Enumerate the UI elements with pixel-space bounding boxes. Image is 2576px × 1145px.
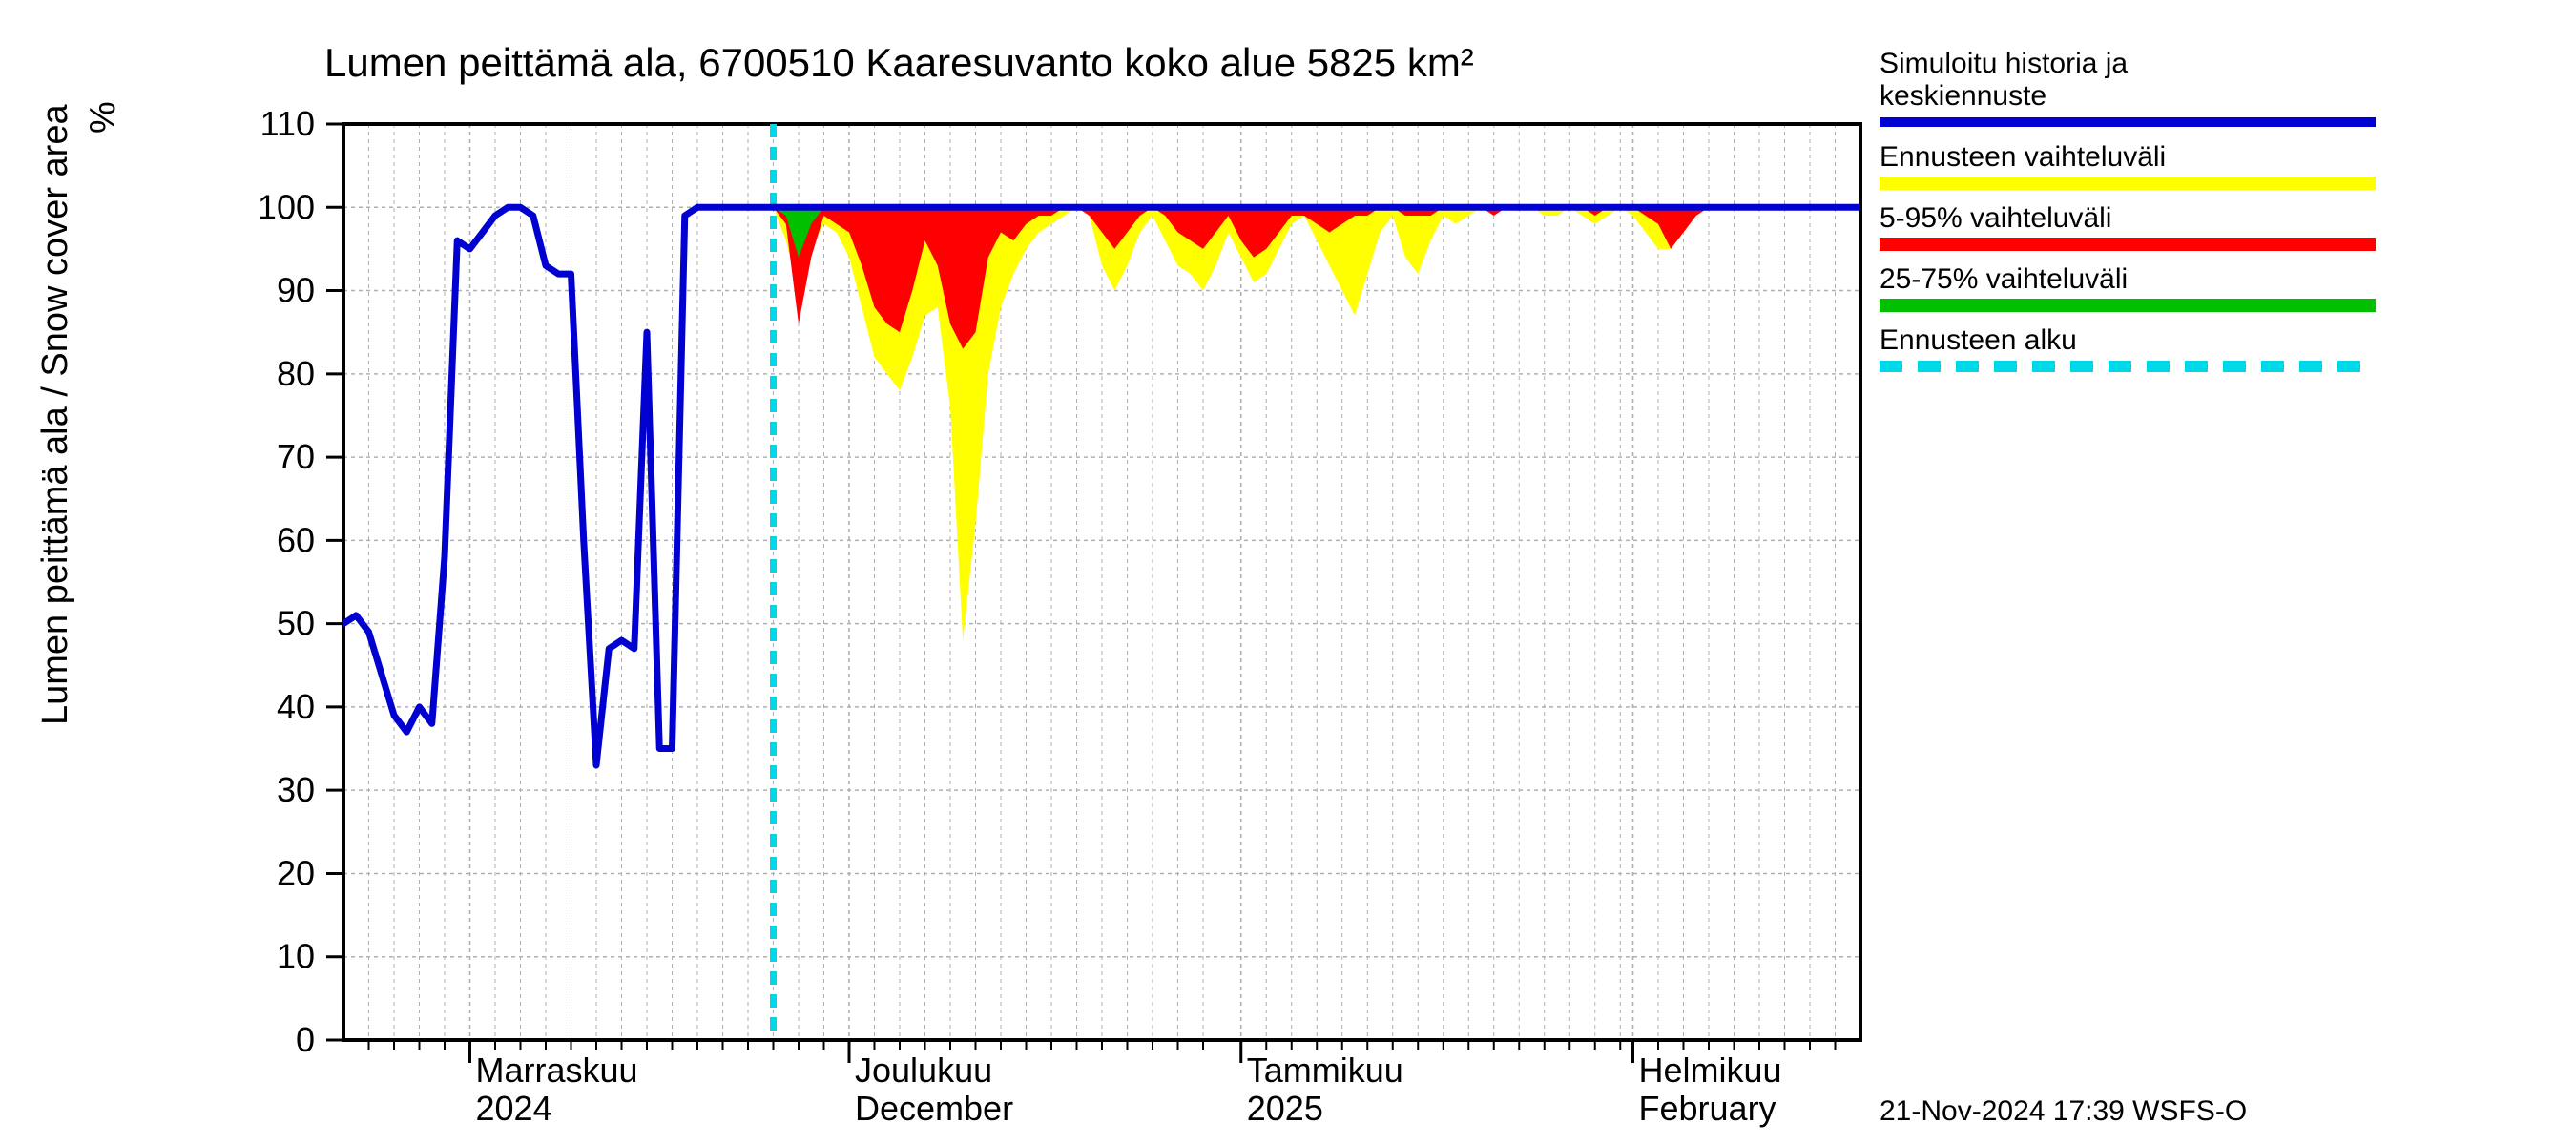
x-month-label-top: Joulukuu — [855, 1051, 992, 1090]
ytick-label: 30 — [277, 770, 315, 809]
ytick-label: 0 — [296, 1020, 315, 1059]
y-axis-label: Lumen peittämä ala / Snow cover area — [35, 104, 75, 725]
legend-swatch-bar — [1880, 177, 2376, 190]
ytick-label: 10 — [277, 937, 315, 976]
x-month-label-bot: 2025 — [1247, 1089, 1323, 1128]
x-month-label-top: Helmikuu — [1639, 1051, 1782, 1090]
legend-swatch-bar — [1880, 299, 2376, 312]
legend-label: Ennusteen vaihteluväli — [1880, 141, 2166, 173]
ytick-label: 40 — [277, 687, 315, 726]
x-month-label-top: Marraskuu — [476, 1051, 638, 1090]
ytick-label: 110 — [260, 104, 315, 143]
footer-timestamp: 21-Nov-2024 17:39 WSFS-O — [1880, 1095, 2247, 1127]
x-month-label-bot: December — [855, 1089, 1013, 1128]
x-month-label-bot: February — [1639, 1089, 1776, 1128]
ytick-label: 50 — [277, 604, 315, 643]
legend-label: Simuloitu historia ja — [1880, 48, 2128, 79]
ytick-label: 100 — [258, 187, 315, 226]
chart-background — [0, 0, 2576, 1145]
ytick-label: 90 — [277, 271, 315, 310]
ytick-label: 60 — [277, 520, 315, 559]
x-month-label-bot: 2024 — [476, 1089, 552, 1128]
legend-swatch-bar — [1880, 238, 2376, 251]
legend-label: keskiennuste — [1880, 80, 2046, 112]
y-axis-unit: % — [83, 101, 123, 134]
ytick-label: 70 — [277, 437, 315, 476]
chart-title: Lumen peittämä ala, 6700510 Kaaresuvanto… — [324, 40, 1474, 85]
ytick-label: 20 — [277, 853, 315, 892]
legend-label: 25-75% vaihteluväli — [1880, 263, 2128, 295]
legend-label: 5-95% vaihteluväli — [1880, 202, 2111, 234]
ytick-label: 80 — [277, 354, 315, 393]
legend-label: Ennusteen alku — [1880, 324, 2077, 356]
x-month-label-top: Tammikuu — [1247, 1051, 1403, 1090]
